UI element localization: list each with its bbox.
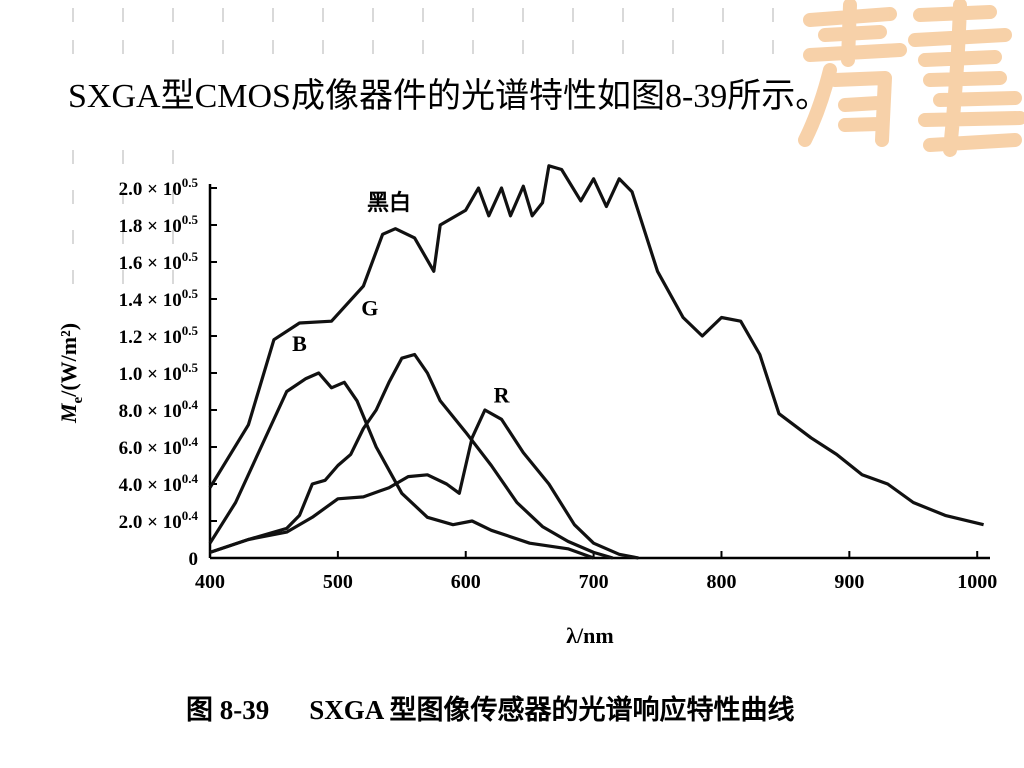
- series-label-4: R: [494, 383, 511, 408]
- x-tick-label: 500: [323, 571, 353, 593]
- y-tick-label: 4.0 × 100.4: [119, 471, 199, 496]
- series-line-4: [209, 408, 639, 560]
- slide-heading: SXGA型CMOS成像器件的光谱特性如图8-39所示。: [68, 78, 830, 115]
- y-tick-label: 0: [189, 549, 199, 570]
- y-tick-label: 6.0 × 100.4: [119, 434, 199, 459]
- y-tick-label: 2.0 × 100.5: [119, 175, 199, 200]
- y-axis-label: Me/(W/m²): [56, 323, 86, 424]
- x-tick-label: 800: [706, 571, 736, 593]
- y-tick-label: 1.6 × 100.5: [119, 249, 199, 274]
- series-line-3: [209, 352, 614, 560]
- watermark-logo: [798, 0, 1024, 157]
- y-tick-label: 1.8 × 100.5: [119, 212, 199, 237]
- series-label-2: B: [292, 331, 307, 356]
- y-tick-label: 1.0 × 100.5: [119, 360, 199, 385]
- figure-number: 图 8-39: [186, 695, 270, 725]
- x-tick-label: 700: [579, 571, 609, 593]
- x-tick-label: 600: [451, 571, 481, 593]
- y-tick-label: 2.0 × 100.4: [119, 508, 199, 533]
- x-tick-label: 400: [195, 571, 225, 593]
- series-line-1: [208, 164, 984, 527]
- y-tick-label: 1.4 × 100.5: [119, 286, 199, 311]
- x-tick-label: 1000: [957, 571, 997, 593]
- series-label-3: G: [361, 296, 378, 321]
- figure-caption-text: SXGA 型图像传感器的光谱响应特性曲线: [309, 695, 795, 725]
- y-tick-label: 1.2 × 100.5: [119, 323, 199, 348]
- x-tick-label: 900: [834, 571, 864, 593]
- y-tick-label: 8.0 × 100.4: [119, 397, 199, 422]
- spectral-response-chart: 400 500 600 700 800 900 1000 0 2.0 × 100.4 4.0 × …: [56, 164, 997, 648]
- series-line-2: [208, 371, 595, 560]
- x-axis-label: λ/nm: [566, 623, 613, 648]
- series-label-1: 黑白: [367, 190, 411, 215]
- figure-caption: 图 8-39 SXGA 型图像传感器的光谱响应特性曲线: [186, 688, 795, 727]
